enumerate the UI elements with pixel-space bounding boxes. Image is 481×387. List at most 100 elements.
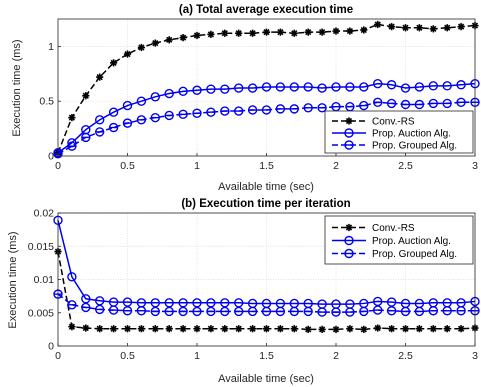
panel-a-series-2-point-17 xyxy=(289,104,299,114)
panel-b-series-1-point-1 xyxy=(67,272,77,282)
panel-b-legend-label-1: Prop. Auction Alg. xyxy=(372,236,451,247)
panel-a-xlabel: Available time (sec) xyxy=(218,181,314,193)
panel-a-series-1-point-11 xyxy=(206,84,216,94)
panel-a-ylabel: Execution time (ms) xyxy=(11,39,23,136)
panel-b-series-0-point-14 xyxy=(249,325,257,333)
panel-a-series-2-point-14 xyxy=(247,105,258,115)
panel-a-series-1-point-21 xyxy=(345,82,355,92)
panel-a-series-2-point-25 xyxy=(400,99,411,110)
panel-a-series-0-point-13 xyxy=(235,29,243,37)
panel-b-series-0-point-18 xyxy=(304,325,312,333)
panel-b-series-0-point-6 xyxy=(137,325,145,333)
panel-b-series-0-point-9 xyxy=(179,325,187,333)
panel-a-series-2-point-9 xyxy=(178,109,188,120)
panel-b-series-line-1 xyxy=(57,220,476,305)
panel-a-series-0-point-6 xyxy=(137,43,145,52)
panel-b-series-2-point-26 xyxy=(414,306,425,317)
panel-a-series-2-point-6 xyxy=(136,115,147,125)
panel-a-series-1-point-29 xyxy=(456,80,466,90)
panel-a-series-0-point-11 xyxy=(207,30,215,38)
panel-b-series-0-point-7 xyxy=(151,325,159,333)
panel-a-legend-marker-1 xyxy=(344,128,354,138)
panel-a-series-0-point-28 xyxy=(443,24,451,32)
panel-b-legend-marker-0 xyxy=(345,223,353,232)
panel-a-series-2-point-18 xyxy=(303,103,313,113)
panel-b-legend: Conv.-RS Prop. Auction Alg. Prop. Groupe… xyxy=(324,215,474,265)
panel-a-xtick-label-6: 3 xyxy=(472,160,478,172)
panel-a-series-0-point-14 xyxy=(249,29,257,37)
panel-b-series-2-point-16 xyxy=(275,306,286,317)
panel-a-series-2-point-26 xyxy=(414,99,425,110)
panel-b-series-0-point-27 xyxy=(429,325,437,333)
panel-a-series-0-point-4 xyxy=(110,59,118,67)
panel-b-xtick-label-4: 2 xyxy=(333,350,339,362)
panel-a-series-1-point-16 xyxy=(275,82,286,92)
panel-b-series-2-point-8 xyxy=(164,306,174,317)
panel-a-series-1-point-3 xyxy=(94,115,105,125)
panel-a-series-2-point-5 xyxy=(122,118,133,128)
panel-b-series-2-point-25 xyxy=(400,306,411,317)
panel-a-series-0-point-29 xyxy=(457,23,465,31)
panel-a-legend-items xyxy=(332,117,366,150)
panel-b-series-0-point-20 xyxy=(332,325,340,333)
panel-a-legend: Conv.-RS Prop. Auction Alg. Prop. Groupe… xyxy=(324,110,474,154)
panel-b-ytick-label-1: 0.005 xyxy=(28,307,54,319)
panel-a-series-2-point-4 xyxy=(108,122,119,133)
panel-a-series-2-point-8 xyxy=(164,110,174,121)
panel-a-series-1-point-6 xyxy=(136,96,147,106)
panel-a: (a) Total average execution time 0 0.5 1 1.… xyxy=(11,4,480,193)
panel-b-series-2-point-15 xyxy=(261,306,272,317)
panel-b-series-0-point-10 xyxy=(193,325,201,333)
panel-a-series-0-point-3 xyxy=(96,73,104,81)
panel-a-series-2-point-3 xyxy=(94,127,105,137)
panel-a-series-1-point-28 xyxy=(442,81,452,91)
panel-a-series-2-point-10 xyxy=(192,108,202,118)
panel-a-ytick-label-2: 1 xyxy=(48,41,54,53)
panel-b-series-0-point-1 xyxy=(68,323,76,331)
panel-b-series-2-point-23 xyxy=(373,305,383,315)
panel-a-series-2-point-28 xyxy=(442,98,452,109)
panel-a-series-2-point-15 xyxy=(261,105,272,115)
panel-a-frame xyxy=(57,18,476,157)
panel-a-series-1-point-24 xyxy=(386,80,397,90)
panel-b-series-2-point-18 xyxy=(303,306,313,317)
panel-a-series-line-1 xyxy=(57,82,476,154)
panel-b-xtick-label-0: 0 xyxy=(55,350,61,362)
panel-a-series-1-point-26 xyxy=(414,82,425,92)
panel-b-ytick-label-2: 0.01 xyxy=(34,274,55,286)
panel-b-series-2-point-2 xyxy=(81,302,91,313)
panel-a-series-0-point-24 xyxy=(388,23,396,31)
panel-a-xtick-label-0: 0 xyxy=(55,160,61,172)
panel-a-series-0-point-23 xyxy=(374,20,382,29)
panel-a-series-1-point-7 xyxy=(150,92,161,102)
panel-a-series-0-point-19 xyxy=(318,28,326,36)
panel-b-series-2-point-21 xyxy=(345,307,355,317)
panel-b-series-2-point-19 xyxy=(317,307,327,317)
panel-a-series-1-point-14 xyxy=(247,83,258,93)
panel-b: (b) Execution time per iteration 0 0.5 1 1.… xyxy=(7,198,480,385)
panel-b-series-2-point-13 xyxy=(233,306,244,317)
panel-a-title: (a) Total average execution time xyxy=(179,4,353,16)
panel-a-xtick-label-5: 2.5 xyxy=(398,160,413,172)
panel-b-series-0-point-3 xyxy=(96,325,104,333)
panel-b-xtick-label-5: 2.5 xyxy=(398,350,413,362)
panel-b-series-0-point-2 xyxy=(82,324,90,332)
panel-a-series-2-point-23 xyxy=(373,97,383,107)
panel-a-series-1-point-27 xyxy=(428,81,438,91)
panel-a-series-0-point-18 xyxy=(304,28,312,36)
panel-b-series-0-point-22 xyxy=(360,325,368,333)
panel-b-series-0-point-23 xyxy=(374,324,382,332)
panel-a-xtick-label-4: 2 xyxy=(333,160,339,172)
panel-a-series-0-point-16 xyxy=(276,28,284,36)
panel-b-legend-marker-1 xyxy=(344,235,354,246)
panel-b-series-2-point-14 xyxy=(247,306,258,317)
panel-a-series-1-point-20 xyxy=(331,82,341,92)
panel-b-series-0-point-28 xyxy=(443,325,451,333)
panel-b-series-2-point-9 xyxy=(178,306,188,317)
panel-b-series-0-point-5 xyxy=(123,325,132,333)
panel-a-series-0-point-8 xyxy=(165,36,173,44)
panel-b-series-0-point-17 xyxy=(290,325,298,333)
panel-b-ytick-label-4: 0.02 xyxy=(34,208,55,220)
panel-a-ytick-label-1: 0.5 xyxy=(39,96,54,108)
